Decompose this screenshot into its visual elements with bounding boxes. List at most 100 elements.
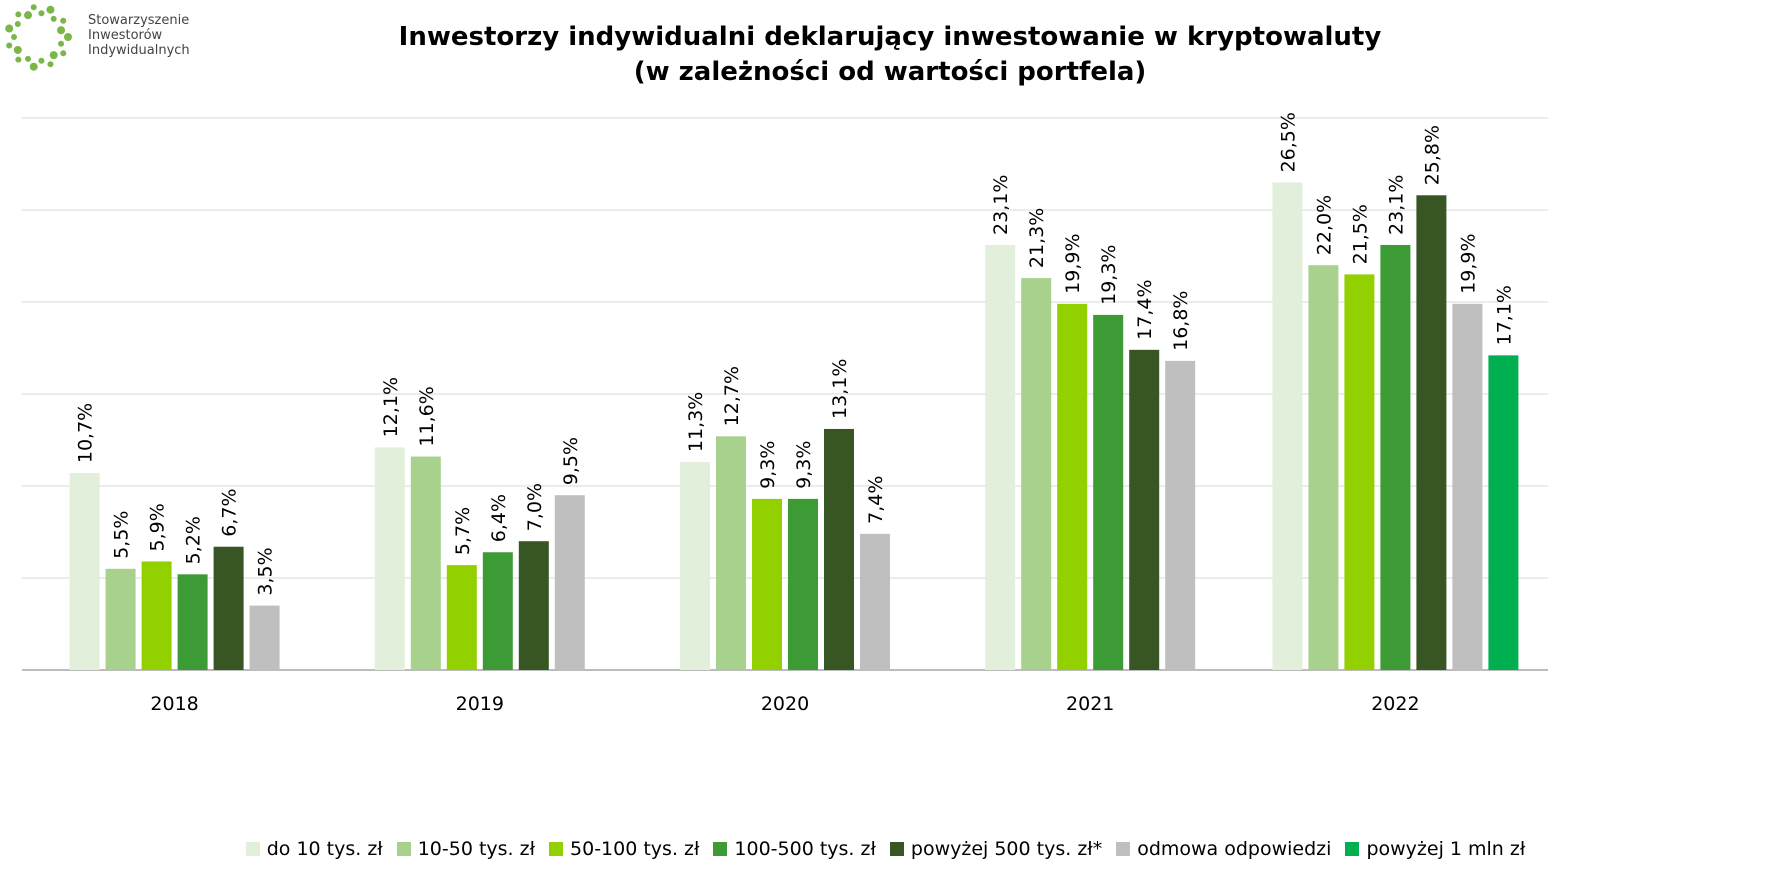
bar [1272,182,1303,670]
x-tick-label: 2021 [1066,693,1114,715]
data-label: 3,5% [255,547,277,595]
bar [1452,303,1483,670]
legend-swatch [889,842,904,856]
data-label: 17,4% [1134,279,1156,339]
logo-dot [58,40,65,47]
data-label: 6,4% [488,494,510,542]
bar [1416,195,1447,670]
legend-item: 100-500 tys. zł [713,838,876,860]
data-label: 12,1% [380,377,402,437]
bar [985,244,1016,670]
legend-label: 50-100 tys. zł [570,838,700,860]
bar [716,436,746,670]
legend-item: odmowa odpowiedzi [1116,838,1331,860]
legend-item: powyżej 1 mln zł [1345,838,1525,860]
bar [752,498,782,670]
data-label: 7,0% [524,483,546,531]
data-label: 22,0% [1313,195,1335,255]
data-label: 9,3% [793,441,815,489]
data-label: 21,3% [1026,208,1048,268]
data-label: 23,1% [1385,175,1407,235]
bar [1308,265,1339,670]
legend-swatch [1116,842,1131,856]
data-label: 5,5% [111,511,133,559]
logo-dot [47,61,54,68]
bar [69,473,100,670]
bar [1380,244,1411,670]
bar [788,498,818,670]
legend-label: do 10 tys. zł [266,838,383,860]
logo-dot [29,62,38,71]
data-label: 19,3% [1098,245,1120,305]
logo-dot [15,11,22,18]
data-label: 5,7% [452,507,474,555]
logo-dot [57,26,66,35]
legend-label: powyżej 1 mln zł [1366,838,1526,860]
legend-item: powyżej 500 tys. zł* [889,838,1102,860]
logo-dot [50,15,57,22]
legend-label: 10-50 tys. zł [417,838,536,860]
bar [410,456,441,670]
bar [824,428,854,670]
logo-dot [14,21,21,28]
legend-swatch [245,842,260,856]
bar [177,574,208,670]
chart-subtitle: (w zależności od wartości portfela) [633,57,1147,87]
data-label: 11,3% [685,392,707,452]
logo-dot [49,51,58,60]
legend-item: 50-100 tys. zł [549,838,699,860]
bar [554,495,585,670]
bar [249,605,280,670]
bar [374,447,405,670]
legend-item: 10-50 tys. zł [396,838,536,860]
logo [5,4,72,71]
bar [1093,314,1124,670]
data-label: 5,2% [183,516,205,564]
bar [105,568,136,670]
logo-dot [30,4,37,11]
data-label: 21,5% [1349,204,1371,264]
logo-line-2: Inwestorów [88,28,163,43]
logo-text: Stowarzyszenie Inwestorów Indywidualnych [88,13,190,58]
data-label: 10,7% [75,403,97,463]
bar [1488,355,1519,670]
data-label: 16,8% [1170,291,1192,351]
bar [518,541,549,670]
legend-swatch [713,842,728,856]
data-label: 19,9% [1062,233,1084,293]
logo-dot [24,11,33,20]
bar [860,533,890,670]
bar [1057,303,1088,670]
data-label: 19,9% [1457,233,1479,293]
logo-line-3: Indywidualnych [88,43,190,58]
x-tick-label: 2018 [150,693,198,715]
data-label: 9,5% [560,437,582,485]
bar [1165,360,1196,670]
x-tick-label: 2020 [761,693,809,715]
bar [213,546,244,670]
x-tick-label: 2022 [1371,693,1419,715]
bar [680,462,710,670]
bar [482,552,513,670]
bar [446,565,477,670]
legend-item: do 10 tys. zł [245,838,383,860]
logo-dot [64,33,72,41]
data-label: 12,7% [721,366,743,426]
data-label: 23,1% [990,175,1012,235]
logo-dot [38,10,45,17]
legend-label: odmowa odpowiedzi [1137,838,1332,860]
legend-label: 100-500 tys. zł [734,838,876,860]
logo-dot [38,57,45,64]
data-label: 17,1% [1493,285,1515,345]
bar [1344,274,1375,670]
bar [1129,349,1160,670]
chart-title: Inwestorzy indywidualni deklarujący inwe… [398,22,1382,52]
x-tick-label: 2019 [456,693,504,715]
logo-dot [60,17,67,24]
data-label: 25,8% [1421,125,1443,185]
dotted-circle-logo-icon [5,4,72,71]
logo-dot [46,5,55,14]
logo-dot [5,24,14,33]
bar [1021,278,1052,670]
logo-line-1: Stowarzyszenie [88,13,190,28]
